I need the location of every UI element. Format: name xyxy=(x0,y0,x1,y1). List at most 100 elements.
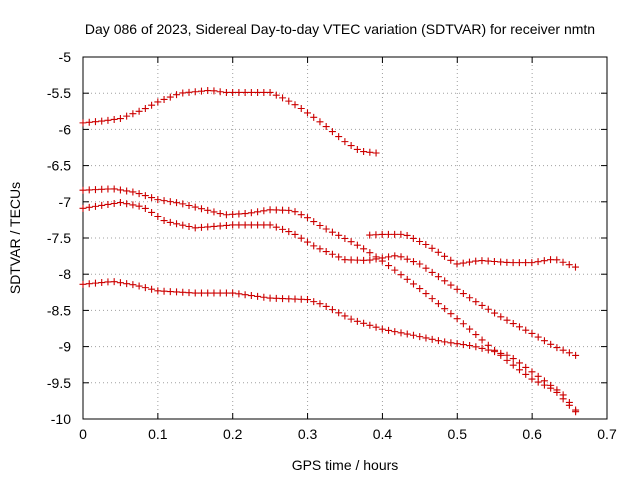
data-point xyxy=(353,241,361,249)
x-tick-labels: 0 0.1 0.2 0.3 0.4 0.5 0.6 0.7 xyxy=(79,426,617,442)
data-point xyxy=(366,321,374,329)
data-point xyxy=(497,258,505,266)
data-point xyxy=(441,252,449,260)
data-point xyxy=(141,284,149,292)
data-point xyxy=(303,109,311,117)
data-point xyxy=(166,93,174,101)
data-point xyxy=(179,221,187,229)
data-point xyxy=(453,285,461,293)
data-point xyxy=(360,256,368,264)
data-point xyxy=(191,88,199,96)
data-point xyxy=(260,207,268,215)
data-point xyxy=(503,351,511,359)
data-point xyxy=(391,328,399,336)
data-point xyxy=(104,278,112,286)
data-point xyxy=(110,278,118,286)
data-point xyxy=(397,253,405,261)
data-point xyxy=(229,289,237,297)
data-point xyxy=(372,149,380,157)
data-point xyxy=(478,336,486,344)
data-point xyxy=(565,349,573,357)
data-point xyxy=(553,386,561,394)
data-point xyxy=(272,206,280,214)
data-point xyxy=(116,186,124,194)
data-point xyxy=(272,294,280,302)
data-point xyxy=(91,118,99,126)
series-track-3 xyxy=(79,199,580,359)
axis-ticks xyxy=(82,56,608,420)
x-tick-label: 0.1 xyxy=(148,426,168,442)
data-point xyxy=(428,335,436,343)
x-tick-label: 0.7 xyxy=(597,426,617,442)
data-point xyxy=(434,273,442,281)
data-point xyxy=(279,225,287,233)
data-point xyxy=(515,359,523,367)
data-point xyxy=(528,259,536,267)
data-point xyxy=(247,88,255,96)
data-point xyxy=(148,208,156,216)
data-point xyxy=(347,142,355,150)
data-point xyxy=(179,288,187,296)
data-point xyxy=(210,208,218,216)
data-markers xyxy=(79,87,580,416)
data-point xyxy=(279,295,287,303)
data-point xyxy=(135,190,143,198)
data-point xyxy=(403,231,411,239)
data-point xyxy=(79,186,87,194)
data-point xyxy=(279,206,287,214)
data-point xyxy=(466,325,474,333)
data-point xyxy=(422,290,430,298)
data-point xyxy=(335,231,343,239)
data-point xyxy=(360,245,368,253)
data-point xyxy=(123,112,131,120)
data-point xyxy=(522,259,530,267)
data-point xyxy=(316,245,324,253)
data-point xyxy=(409,280,417,288)
data-point xyxy=(478,344,486,352)
data-point xyxy=(416,260,424,268)
data-point xyxy=(428,295,436,303)
y-tick-label: -5 xyxy=(59,49,72,65)
data-point xyxy=(210,87,218,95)
data-point xyxy=(229,221,237,229)
data-point xyxy=(528,375,536,383)
data-point xyxy=(403,255,411,263)
data-point xyxy=(547,256,555,264)
data-point xyxy=(422,334,430,342)
data-point xyxy=(191,203,199,211)
data-point xyxy=(397,329,405,337)
data-point xyxy=(235,210,243,218)
data-point xyxy=(547,340,555,348)
data-point xyxy=(235,88,243,96)
data-point xyxy=(428,244,436,252)
data-point xyxy=(478,301,486,309)
data-point xyxy=(547,381,555,389)
data-point xyxy=(328,250,336,258)
data-point xyxy=(310,218,318,226)
data-point xyxy=(509,320,517,328)
data-point xyxy=(497,349,505,357)
data-point xyxy=(459,259,467,267)
data-point xyxy=(434,337,442,345)
data-point xyxy=(141,105,149,113)
data-point xyxy=(266,221,274,229)
data-point xyxy=(497,313,505,321)
data-point xyxy=(141,192,149,200)
data-point xyxy=(322,123,330,131)
data-point xyxy=(366,249,374,257)
data-point xyxy=(522,363,530,371)
data-point xyxy=(185,222,193,230)
data-point xyxy=(335,133,343,141)
data-point xyxy=(222,88,230,96)
data-point xyxy=(160,197,168,205)
data-point xyxy=(260,293,268,301)
data-point xyxy=(166,198,174,206)
data-point xyxy=(229,88,237,96)
data-point xyxy=(360,148,368,156)
y-tick-label: -9 xyxy=(59,339,72,355)
data-point xyxy=(110,199,118,207)
y-tick-label: -6 xyxy=(59,121,72,137)
data-point xyxy=(116,199,124,207)
data-point xyxy=(341,312,349,320)
data-point xyxy=(91,186,99,194)
